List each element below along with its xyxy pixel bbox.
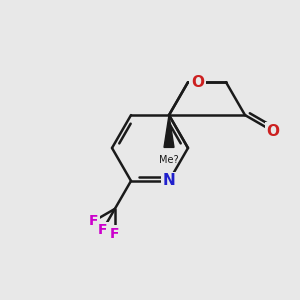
Text: F: F [98, 223, 107, 237]
Text: F: F [89, 214, 98, 228]
Text: N: N [163, 173, 176, 188]
Text: O: O [191, 75, 204, 90]
Text: F: F [110, 226, 120, 241]
Text: O: O [266, 124, 280, 139]
Text: Me?: Me? [159, 155, 179, 165]
Polygon shape [164, 115, 174, 147]
